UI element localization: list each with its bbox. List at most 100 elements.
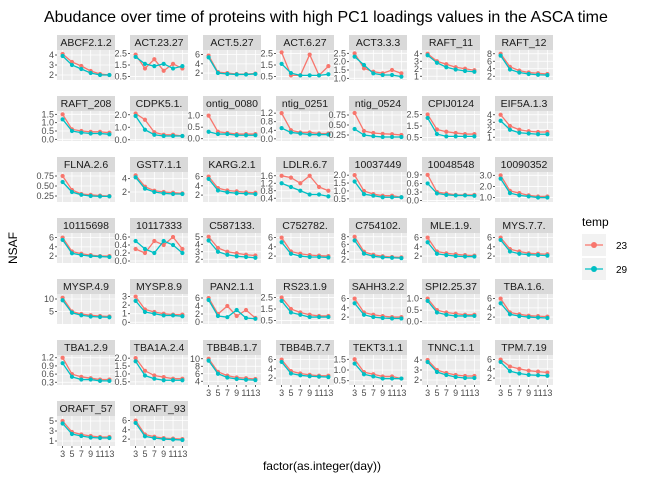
y-tick-label: 4	[122, 174, 127, 184]
y-tick-label: 6	[268, 355, 273, 365]
facet-strip-label: MYSP.4.9	[63, 281, 109, 293]
y-tick-label: 2	[268, 373, 273, 383]
data-point-29	[399, 134, 404, 140]
data-point-23	[152, 373, 157, 378]
y-tick-label: 3	[49, 60, 54, 70]
y-tick-label: 2.0	[333, 170, 346, 180]
data-point-23	[444, 62, 449, 67]
data-point-23	[152, 238, 157, 244]
y-tick-label: 2	[487, 312, 492, 322]
data-point-29	[97, 314, 103, 320]
facet-strip-label: MYS.7.7.	[502, 220, 545, 232]
facet-strip	[422, 157, 480, 172]
y-tick-label: 1.0	[333, 365, 346, 375]
data-point-23	[526, 368, 531, 373]
data-point-29	[352, 361, 357, 366]
data-point-29	[206, 358, 211, 363]
data-point-29	[498, 237, 503, 243]
data-point-29	[326, 255, 331, 260]
data-point-23	[307, 52, 312, 57]
y-tick-label: 4	[195, 301, 200, 311]
facet-panel: MYSP.4.9 5 10	[44, 279, 115, 324]
x-tick-label: 11	[241, 388, 250, 398]
data-point-23	[517, 127, 522, 132]
data-point-29	[434, 310, 440, 315]
y-tick-label: 6	[341, 294, 346, 304]
data-point-23	[279, 111, 284, 116]
data-point-23	[142, 117, 148, 122]
data-point-23	[133, 294, 138, 299]
data-point-23	[161, 68, 166, 73]
data-point-29	[545, 253, 550, 258]
data-point-29	[180, 133, 185, 139]
data-point-29	[371, 314, 376, 320]
data-point-29	[462, 134, 468, 139]
facet-panel: C752782. 246	[268, 218, 334, 263]
data-point-29	[535, 132, 541, 137]
data-point-29	[434, 131, 440, 137]
data-point-23	[371, 130, 376, 136]
data-point-29	[498, 176, 503, 181]
data-point-29	[288, 371, 294, 376]
facet-strip	[203, 279, 261, 294]
y-tick-label: 0.50	[36, 181, 54, 191]
y-tick-label: 0.5	[41, 126, 54, 136]
data-point-29	[380, 195, 385, 200]
data-point-29	[498, 53, 503, 58]
data-point-23	[60, 355, 65, 360]
y-tick-label: 6	[268, 233, 273, 243]
facet-panel: ACT.5.27 246	[195, 35, 261, 80]
data-point-29	[60, 361, 65, 366]
data-point-29	[60, 421, 65, 426]
facet-panel: 10117333 0.00.20.40.6	[114, 218, 188, 266]
y-tick-label: 1.2	[41, 353, 54, 363]
y-tick-label: 2.0	[114, 110, 127, 120]
y-tick-label: 0.0	[41, 134, 54, 144]
data-point-29	[535, 195, 541, 200]
y-tick-label: 4	[268, 364, 273, 374]
y-tick-label: 2	[414, 375, 419, 385]
y-tick-label: 0.4	[114, 240, 127, 250]
y-tick-label: 1.0	[333, 73, 346, 83]
panel-background	[349, 50, 407, 80]
data-point-29	[288, 184, 294, 190]
data-point-29	[180, 378, 185, 383]
data-point-29	[507, 369, 513, 374]
data-point-29	[298, 312, 303, 317]
data-point-23	[142, 368, 148, 373]
x-tick-label: 13	[396, 388, 406, 398]
y-tick-label: 1.0	[114, 369, 127, 379]
facet-strip	[57, 279, 115, 294]
y-tick-label: 1.0	[41, 118, 54, 128]
facet-strip-label: RAFT_12	[502, 37, 547, 49]
x-tick-label: 9	[161, 449, 166, 459]
y-tick-label: 0	[122, 317, 127, 327]
facet-strip-label: 10090352	[501, 159, 548, 171]
data-point-29	[444, 65, 449, 70]
data-point-29	[462, 68, 468, 74]
data-point-29	[152, 64, 157, 69]
data-point-29	[288, 251, 294, 256]
data-point-23	[389, 67, 395, 73]
data-point-29	[206, 55, 211, 60]
data-point-29	[434, 251, 440, 256]
y-tick-label: 0.25	[36, 191, 54, 201]
data-point-29	[279, 359, 284, 365]
x-axis-title: factor(as.integer(day))	[263, 459, 381, 473]
data-point-23	[279, 173, 284, 178]
facet-panel: RAFT_208 0.00.51.01.5	[41, 96, 115, 144]
data-point-23	[206, 234, 211, 239]
data-point-29	[307, 374, 312, 379]
data-point-29	[434, 369, 440, 375]
facet-panel: SAHH3.2.2 246	[341, 279, 407, 324]
data-point-29	[326, 72, 331, 77]
data-point-23	[307, 173, 312, 178]
data-point-29	[69, 431, 75, 437]
x-tick-label: 13	[542, 388, 552, 398]
data-point-29	[380, 134, 385, 140]
data-point-29	[107, 132, 112, 137]
y-tick-label: 0.5	[187, 122, 200, 132]
x-tick-label: 13	[323, 388, 333, 398]
facet-strip	[57, 96, 115, 111]
data-point-23	[444, 129, 449, 134]
